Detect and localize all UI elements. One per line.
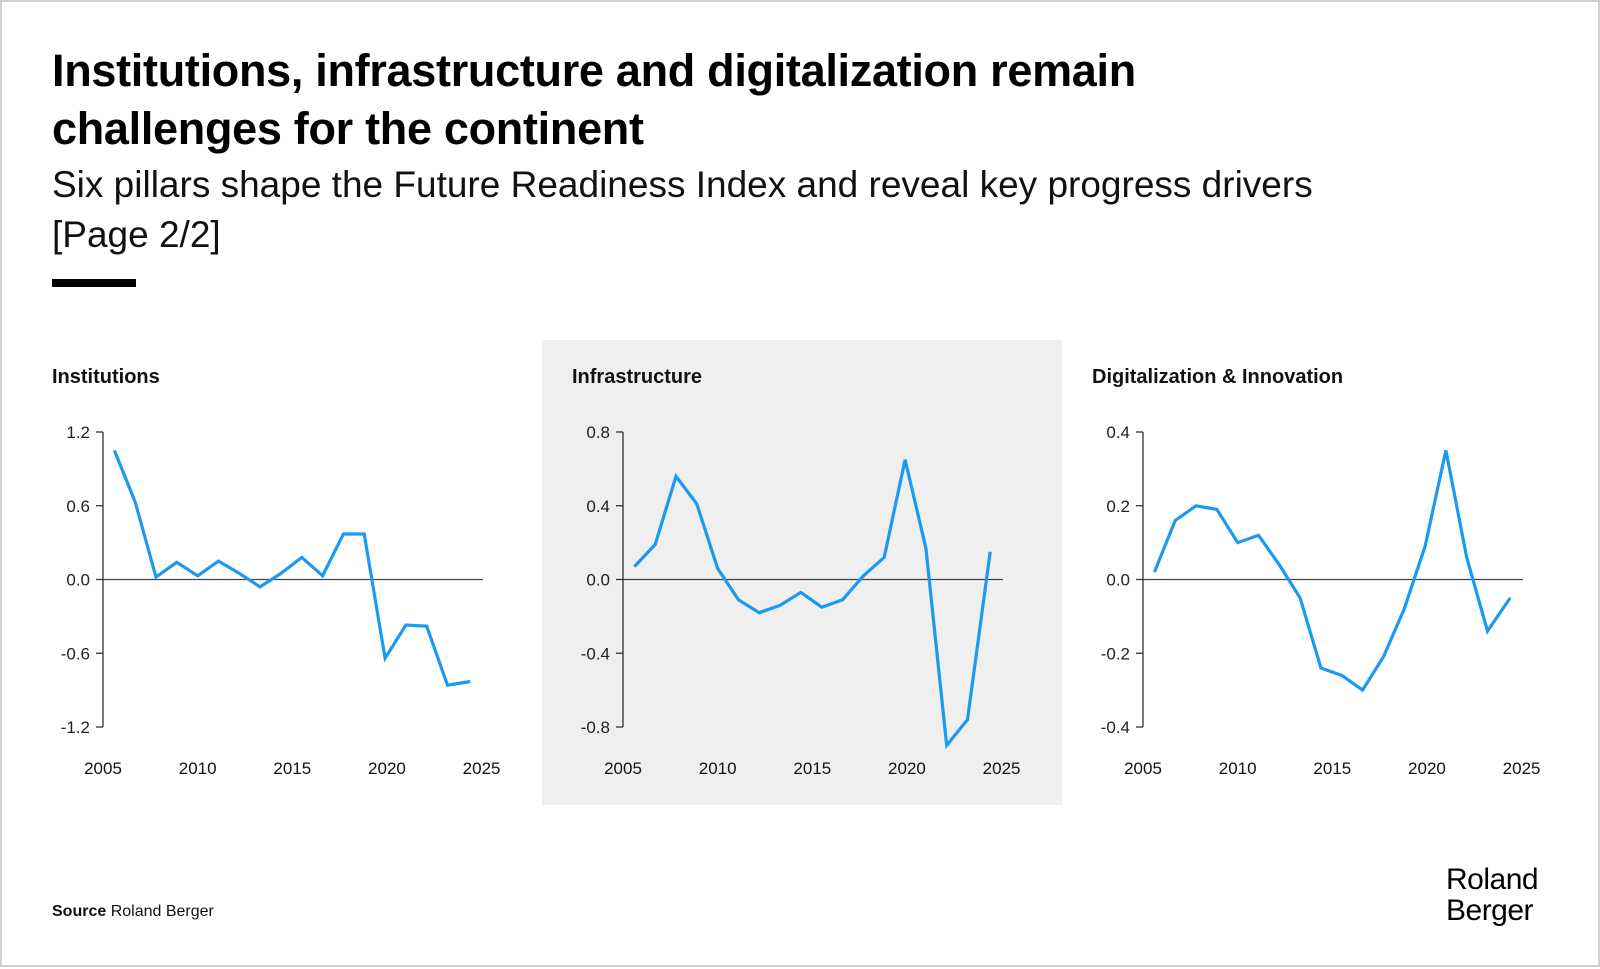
- x-tick-label: 2010: [179, 759, 217, 778]
- y-tick-label: 0.6: [66, 497, 90, 516]
- y-tick-label: 0.0: [1106, 571, 1130, 590]
- x-tick-label: 2015: [793, 759, 831, 778]
- y-tick-label: -0.2: [1101, 644, 1130, 663]
- logo-line-2: Berger: [1446, 895, 1538, 926]
- x-tick-label: 2025: [983, 759, 1021, 778]
- x-tick-label: 2005: [604, 759, 642, 778]
- x-tick-label: 2015: [1313, 759, 1351, 778]
- y-tick-label: 1.2: [66, 423, 90, 442]
- y-tick-label: 0.4: [586, 497, 610, 516]
- source-label: Source: [52, 903, 106, 920]
- y-tick-label: 0.4: [1106, 423, 1130, 442]
- y-tick-label: -0.4: [1101, 718, 1130, 737]
- series-line: [1154, 450, 1510, 690]
- y-tick-label: -0.4: [581, 644, 610, 663]
- y-tick-label: 0.0: [66, 571, 90, 590]
- x-tick-label: 2020: [1408, 759, 1446, 778]
- y-tick-label: 0.0: [586, 571, 610, 590]
- x-tick-label: 2020: [368, 759, 406, 778]
- series-line: [634, 460, 990, 746]
- roland-berger-logo: Roland Berger: [1446, 864, 1538, 926]
- source-value: Roland Berger: [111, 903, 214, 920]
- logo-line-1: Roland: [1446, 864, 1538, 895]
- y-tick-label: -0.6: [61, 644, 90, 663]
- y-tick-label: -0.8: [581, 718, 610, 737]
- x-tick-label: 2005: [1124, 759, 1162, 778]
- x-tick-label: 2025: [463, 759, 501, 778]
- source-note: Source Roland Berger: [52, 903, 214, 921]
- y-tick-label: -1.2: [61, 718, 90, 737]
- x-tick-label: 2020: [888, 759, 926, 778]
- x-tick-label: 2015: [273, 759, 311, 778]
- y-tick-label: 0.8: [586, 423, 610, 442]
- y-tick-label: 0.2: [1106, 497, 1130, 516]
- x-tick-label: 2005: [84, 759, 122, 778]
- x-tick-label: 2010: [1219, 759, 1257, 778]
- x-tick-label: 2010: [699, 759, 737, 778]
- x-tick-label: 2025: [1503, 759, 1541, 778]
- series-line: [114, 450, 470, 685]
